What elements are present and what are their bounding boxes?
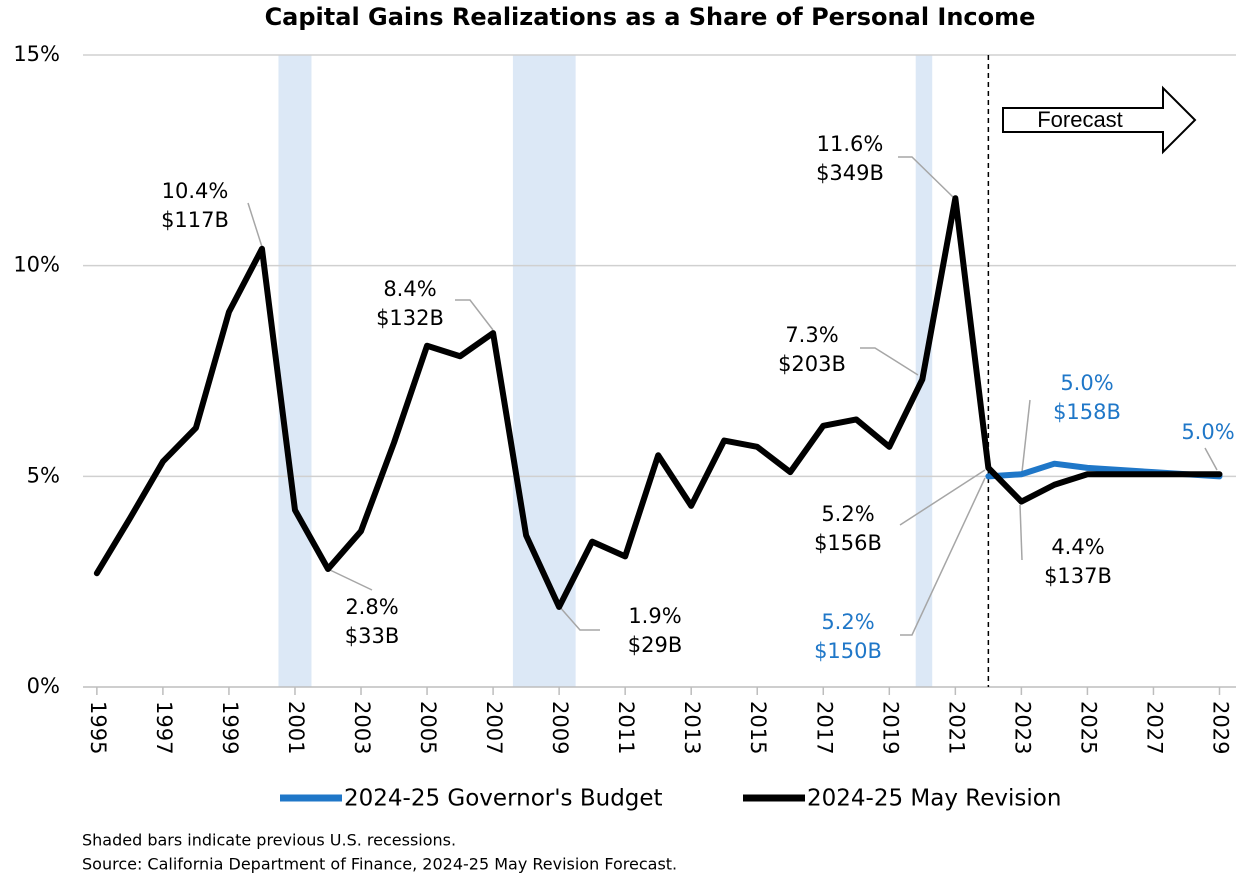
annotation: 4.4% (1051, 535, 1104, 559)
legend-label: 2024-25 Governor's Budget (344, 786, 663, 812)
x-tick-label: 2027 (1142, 701, 1166, 754)
x-tick-label: 2007 (482, 701, 506, 754)
x-tick-label: 2017 (812, 701, 836, 754)
leader-line (557, 604, 600, 631)
annotation: $349B (816, 161, 884, 185)
x-tick-label: 1999 (218, 701, 242, 754)
x-tick-label: 1997 (152, 701, 176, 754)
x-tick-label: 2001 (284, 701, 308, 754)
annotation: 5.2% (821, 502, 874, 526)
x-tick-label: 2025 (1076, 701, 1100, 754)
annotation: 10.4% (162, 179, 229, 203)
annotation: $150B (814, 639, 882, 663)
x-tick-label: 2011 (614, 701, 638, 754)
x-tick-label: 2013 (680, 701, 704, 754)
x-tick-label: 2019 (878, 701, 902, 754)
chart-title: Capital Gains Realizations as a Share of… (265, 3, 1036, 31)
leader-line (860, 347, 919, 376)
y-tick-label: 15% (13, 42, 60, 66)
annotation: 7.3% (785, 323, 838, 347)
leader-line (455, 299, 494, 331)
annotation: 2.8% (345, 595, 398, 619)
y-tick-label: 10% (13, 253, 60, 277)
annotation: 5.0% (1060, 371, 1113, 395)
annotation: $29B (628, 633, 683, 657)
footnote: Shaded bars indicate previous U.S. reces… (82, 831, 456, 850)
annotation: 5.2% (821, 610, 874, 634)
annotation: 5.0% (1181, 420, 1234, 444)
forecast-arrow (1002, 85, 1197, 155)
leader-line (329, 569, 373, 591)
leader-line (900, 477, 986, 636)
annotation: $117B (161, 208, 229, 232)
annotation: $132B (376, 306, 444, 330)
x-tick-label: 2003 (350, 701, 374, 754)
leader-line (899, 469, 986, 526)
legend-label: 2024-25 May Revision (807, 786, 1061, 812)
x-tick-label: 1995 (86, 701, 110, 754)
leader-line (1204, 447, 1218, 471)
annotation: $156B (814, 531, 882, 555)
forecast-label: Forecast (1037, 107, 1123, 132)
recession-shade (278, 55, 312, 687)
x-tick-label: 2009 (548, 701, 572, 754)
annotation: $203B (778, 352, 846, 376)
leader-line (898, 156, 954, 198)
annotation: $33B (345, 624, 400, 648)
x-tick-label: 2021 (944, 701, 968, 754)
leader-line (247, 202, 264, 251)
annotation: $158B (1053, 400, 1121, 424)
x-tick-label: 2005 (416, 701, 440, 754)
series-line (93, 195, 1223, 610)
annotation: 8.4% (383, 277, 436, 301)
annotation: 11.6% (817, 132, 884, 156)
leader-line (1019, 504, 1023, 561)
x-tick-label: 2015 (746, 701, 770, 754)
leader-line (1021, 399, 1031, 473)
annotation: $137B (1044, 564, 1112, 588)
x-tick-label: 2029 (1208, 701, 1232, 754)
footnote: Source: California Department of Finance… (82, 855, 677, 874)
annotation: 1.9% (628, 604, 681, 628)
x-tick-label: 2023 (1010, 701, 1034, 754)
y-tick-label: 0% (27, 674, 60, 698)
y-tick-label: 5% (27, 463, 60, 487)
